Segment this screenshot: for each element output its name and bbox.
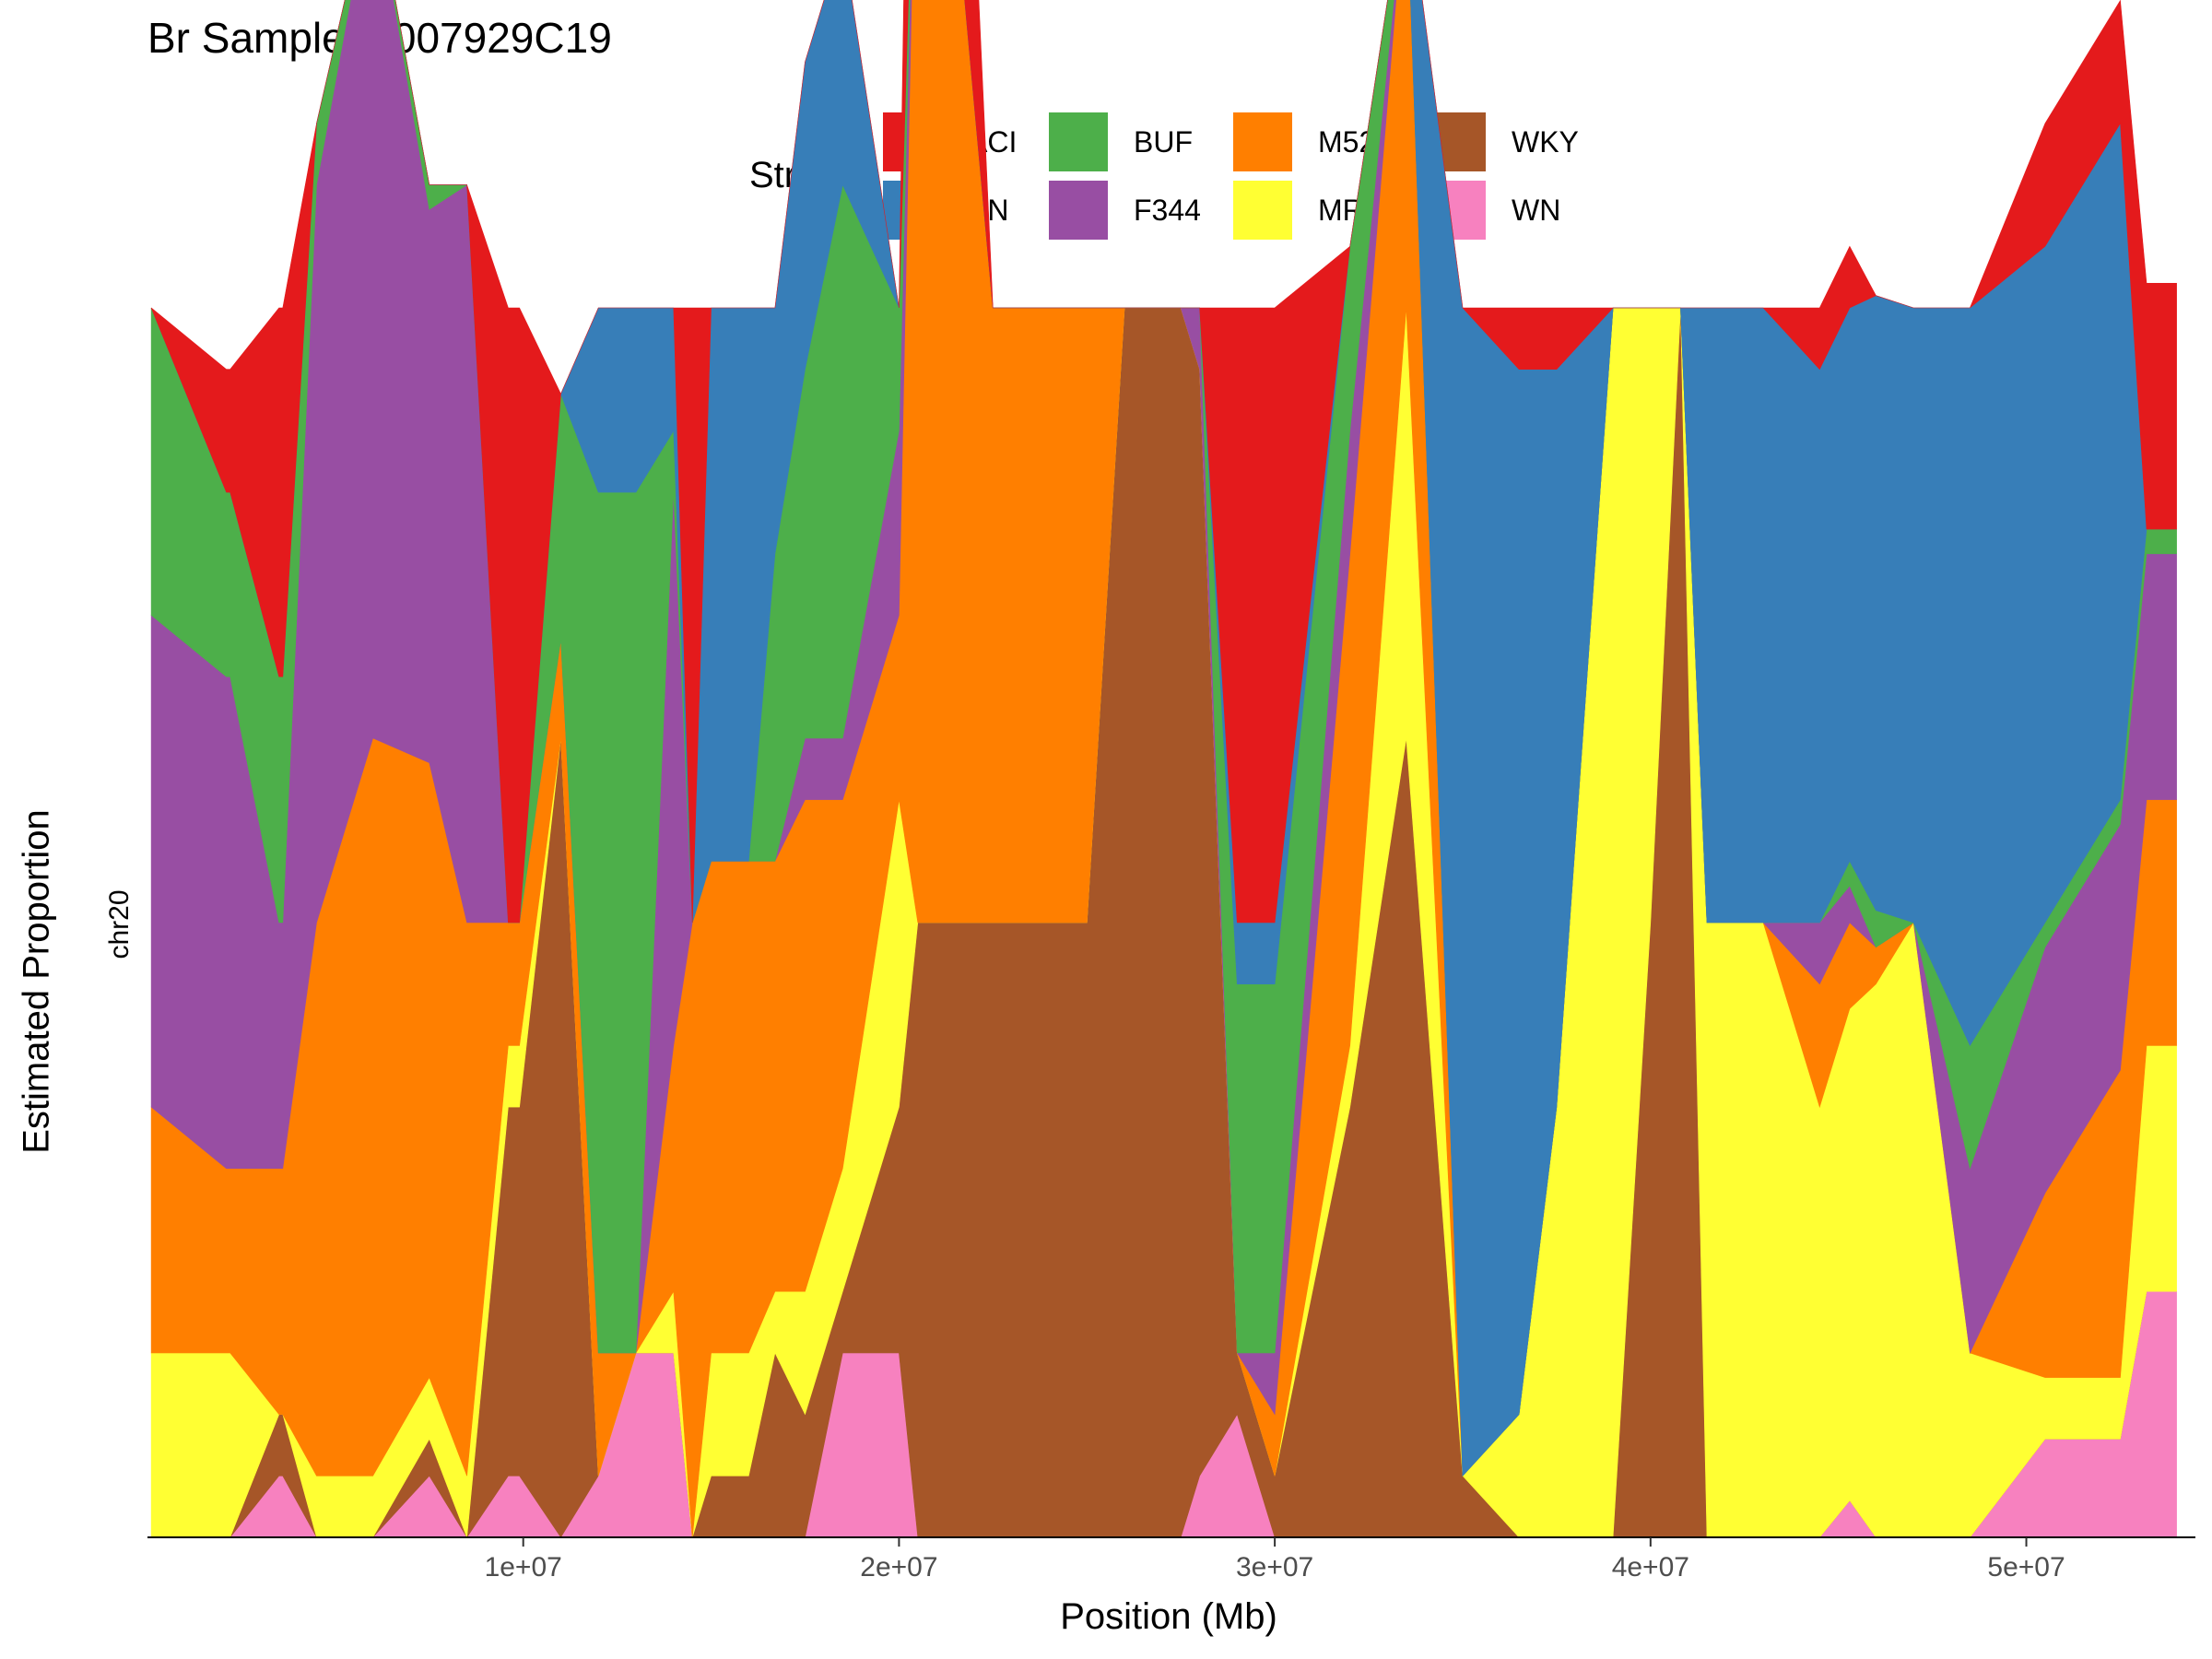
legend-swatch <box>1233 112 1292 171</box>
x-tick-label: 3e+07 <box>1236 1552 1313 1583</box>
legend-item-m520: M520 <box>1233 112 1436 171</box>
legend-label: WN <box>1512 194 1561 227</box>
legend-label: BUF <box>1134 125 1193 159</box>
legend-item-buf: BUF <box>1049 112 1252 171</box>
y-axis-label: Estimated Proportion <box>16 809 57 1154</box>
x-tick-label: 1e+07 <box>485 1552 562 1583</box>
legend-label: F344 <box>1134 194 1201 227</box>
axes-group: 1e+07 2e+07 3e+07 4e+07 5e+07 <box>147 1536 2195 1583</box>
legend-swatch <box>1049 112 1108 171</box>
x-tick-label: 4e+07 <box>1612 1552 1689 1583</box>
area-series-group <box>150 0 2177 1538</box>
area-aci <box>150 0 2177 924</box>
legend-swatch <box>1233 181 1292 240</box>
x-axis-label: Position (Mb) <box>1060 1596 1277 1637</box>
x-tick-label: 5e+07 <box>1987 1552 2065 1583</box>
legend-label: WKY <box>1512 125 1579 159</box>
legend-item-mr: MR <box>1233 181 1436 240</box>
legend-item-f344: F344 <box>1049 181 1252 240</box>
x-tick-label: 2e+07 <box>860 1552 937 1583</box>
legend-swatch <box>1049 181 1108 240</box>
facet-label: chr20 <box>104 889 135 959</box>
